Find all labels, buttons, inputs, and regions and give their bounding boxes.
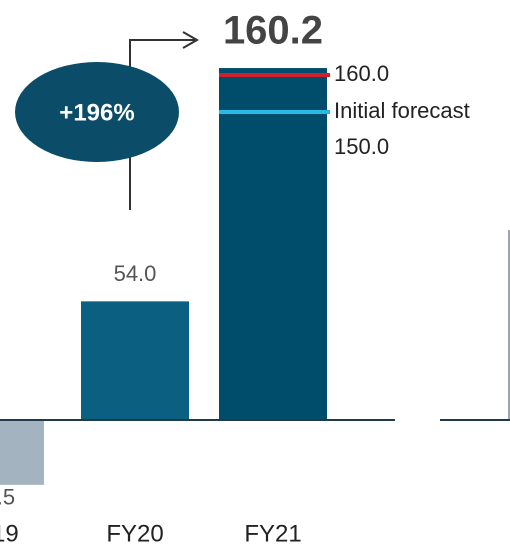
x-tick-label: FY20 bbox=[106, 520, 163, 547]
reference-label: 160.0 bbox=[334, 61, 389, 86]
value-label: -29.5 bbox=[0, 485, 15, 510]
growth-bubble bbox=[15, 62, 179, 162]
total-label: 160.2 bbox=[223, 9, 323, 53]
x-tick-label: FY19 bbox=[0, 520, 19, 547]
bar bbox=[219, 68, 327, 421]
bar bbox=[81, 301, 189, 420]
reference-label: 150.0 bbox=[334, 134, 389, 159]
bar bbox=[0, 420, 44, 485]
growth-label: +196% bbox=[59, 99, 134, 126]
x-tick-label: FY21 bbox=[244, 520, 301, 547]
reference-name: Initial forecast bbox=[334, 98, 470, 123]
value-label: 54.0 bbox=[114, 261, 157, 286]
arrow-head bbox=[182, 31, 200, 49]
